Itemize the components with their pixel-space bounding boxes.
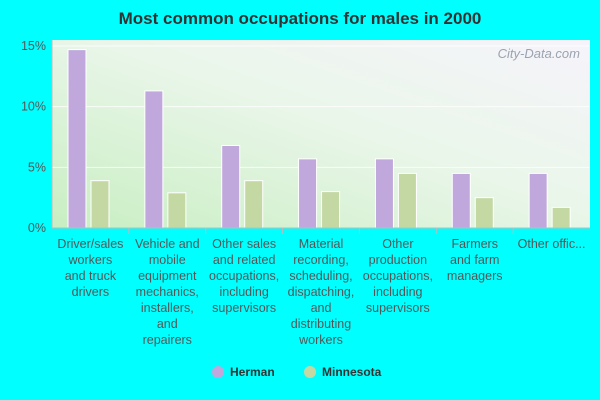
x-tick-label: Other production occupations, including supe… xyxy=(363,237,433,315)
legend-label-minnesota: Minnesota xyxy=(322,365,382,379)
x-tick-label: Farmers and farm managers xyxy=(447,237,503,283)
y-tick-label: 10% xyxy=(21,100,46,114)
chart-title: Most common occupations for males in 200… xyxy=(119,9,482,28)
y-tick-label: 5% xyxy=(28,160,46,174)
bar-minnesota xyxy=(167,192,187,229)
bar-herman xyxy=(451,172,471,229)
bar-herman xyxy=(67,49,87,229)
x-tick-label: Other sales and related occupations, includ… xyxy=(209,237,279,315)
x-tick-label: Vehicle and mobile equipment mechanics, inst… xyxy=(135,237,200,347)
bar-minnesota xyxy=(397,172,417,229)
x-tick-label: Other offic... xyxy=(518,237,586,251)
x-tick-label: Driver/sales workers and truck drivers xyxy=(57,237,123,299)
x-tick-label: Material recording, scheduling, dispatching… xyxy=(288,237,355,347)
bar-minnesota xyxy=(474,197,494,229)
y-tick-label: 15% xyxy=(21,39,46,53)
bar-herman xyxy=(374,158,394,229)
watermark: City-Data.com xyxy=(498,46,581,61)
bar-herman xyxy=(221,144,241,229)
bar-minnesota xyxy=(244,180,264,229)
bar-herman xyxy=(298,158,318,229)
axes: 0% 5% 10% 15% Driver/sales workers and truck dr… xyxy=(21,39,590,347)
y-tick-label: 0% xyxy=(28,221,46,235)
legend-swatch-minnesota xyxy=(304,366,316,378)
bar-minnesota xyxy=(321,191,341,229)
grid-lines xyxy=(52,45,590,168)
legend: Herman Minnesota xyxy=(212,365,382,379)
bar-herman xyxy=(528,172,548,229)
bar-minnesota xyxy=(90,180,110,229)
bar-minnesota xyxy=(551,206,571,229)
plot-area xyxy=(52,40,590,228)
bar-herman xyxy=(144,90,164,229)
legend-swatch-herman xyxy=(212,366,224,378)
legend-label-herman: Herman xyxy=(230,365,275,379)
bars xyxy=(67,49,571,229)
